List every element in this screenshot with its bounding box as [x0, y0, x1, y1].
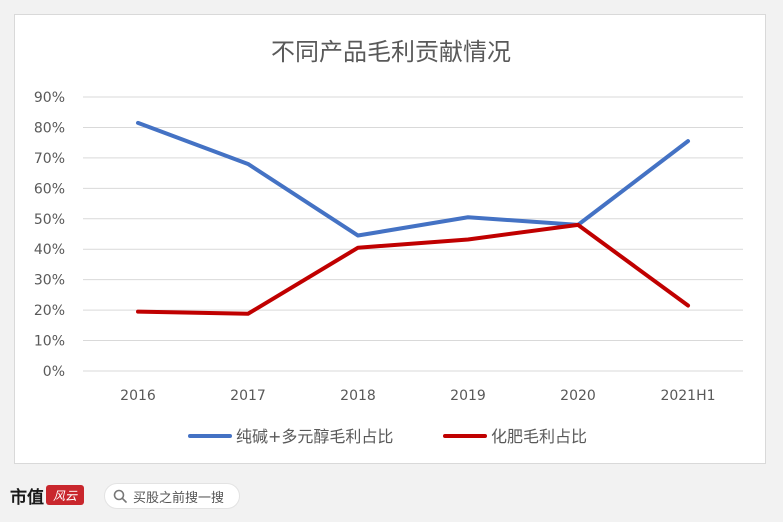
y-tick-label: 40% [34, 242, 65, 258]
y-tick-label: 70% [34, 151, 65, 167]
series-line-2 [136, 222, 690, 316]
brand-mark: 风云 [46, 485, 84, 505]
search-icon [113, 489, 127, 503]
brand-name: 市值 [10, 487, 44, 508]
y-tick-label: 30% [34, 273, 65, 289]
chart-title: 不同产品毛利贡献情况 [271, 38, 511, 66]
y-tick-label: 60% [34, 181, 65, 197]
x-tick-label: 2020 [560, 388, 596, 404]
footer-bar: 市值 风云 买股之前搜一搜 [0, 472, 783, 522]
search-placeholder: 买股之前搜一搜 [133, 490, 225, 506]
search-box[interactable]: 买股之前搜一搜 [104, 483, 240, 509]
x-tick-label: 2017 [230, 388, 266, 404]
y-tick-label: 0% [43, 364, 65, 380]
x-tick-label: 2016 [120, 388, 156, 404]
x-tick-label: 2018 [340, 388, 376, 404]
legend-label-2: 化肥毛利占比 [491, 427, 587, 446]
y-tick-label: 80% [34, 120, 65, 136]
line-chart: 不同产品毛利贡献情况 0% 10% 20% 30% 40% 50% 60% 70% 80% 90%… [34, 38, 743, 446]
x-tick-label: 2021H1 [660, 388, 715, 404]
legend-label-1: 纯碱+多元醇毛利占比 [236, 427, 393, 446]
y-tick-label: 90% [34, 90, 65, 106]
brand-logo[interactable]: 市值 风云 [10, 482, 84, 508]
x-tick-label: 2019 [450, 388, 486, 404]
chart-card: 不同产品毛利贡献情况 0% 10% 20% 30% 40% 50% 60% 70% 80% 90%… [14, 14, 766, 464]
y-tick-label: 10% [34, 334, 65, 350]
y-tick-label: 50% [34, 212, 65, 228]
series-line-1 [136, 120, 690, 238]
y-tick-label: 20% [34, 303, 65, 319]
